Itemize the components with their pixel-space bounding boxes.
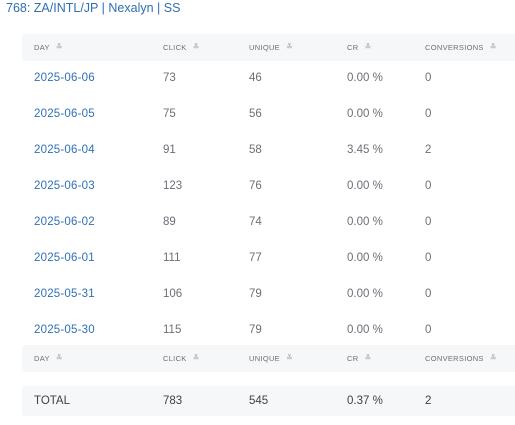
- conversions-value: 0: [425, 108, 432, 120]
- table-row: 2025-06-05 75 56 0.00 % 0: [22, 97, 515, 133]
- cr-value: 0.00 %: [347, 180, 383, 192]
- day-link[interactable]: 2025-05-31: [34, 288, 95, 300]
- conversions-value: 0: [425, 216, 432, 228]
- day-link[interactable]: 2025-06-03: [34, 180, 95, 192]
- column-header-day[interactable]: DAY ≚: [34, 353, 63, 364]
- conversions-value: 2: [425, 144, 432, 156]
- click-value: 89: [163, 216, 176, 228]
- day-link[interactable]: 2025-06-06: [34, 72, 95, 84]
- cr-value: 0.00 %: [347, 108, 383, 120]
- cr-value: 0.00 %: [347, 252, 383, 264]
- table-row: 2025-06-03 123 76 0.00 % 0: [22, 169, 515, 205]
- stats-table: DAY ≚ CLICK ≚ UNIQUE ≚ CR ≚ CONVERSIONS ≚ 202…: [22, 34, 515, 372]
- chevrons-down-icon[interactable]: ≚: [55, 353, 63, 363]
- column-header-cr[interactable]: CR ≚: [347, 353, 372, 364]
- conversions-value: 0: [425, 324, 432, 336]
- column-header-click[interactable]: CLICK ≚: [163, 42, 200, 53]
- day-link[interactable]: 2025-05-30: [34, 324, 95, 336]
- cr-value: 0.00 %: [347, 216, 383, 228]
- table-row: 2025-05-31 106 79 0.00 % 0: [22, 277, 515, 313]
- day-link[interactable]: 2025-06-02: [34, 216, 95, 228]
- campaign-id: 768: ZA/INTL/JP: [6, 1, 99, 15]
- day-link[interactable]: 2025-06-05: [34, 108, 95, 120]
- day-link[interactable]: 2025-06-01: [34, 252, 95, 264]
- chevrons-down-icon[interactable]: ≚: [364, 42, 372, 52]
- conversions-value: 0: [425, 72, 432, 84]
- conversions-value: 0: [425, 180, 432, 192]
- table-row: 2025-05-30 115 79 0.00 % 0: [22, 313, 515, 349]
- click-value: 75: [163, 108, 176, 120]
- title-separator: |: [101, 1, 105, 15]
- chevrons-down-icon[interactable]: ≚: [192, 353, 200, 363]
- conversions-value: 0: [425, 252, 432, 264]
- click-value: 123: [163, 180, 183, 192]
- click-value: 115: [163, 324, 182, 336]
- total-click: 783: [163, 395, 183, 407]
- table-row: 2025-06-04 91 58 3.45 % 2: [22, 133, 515, 169]
- page-title: 768: ZA/INTL/JP | Nexalyn | SS: [6, 1, 180, 15]
- table-row: 2025-06-01 111 77 0.00 % 0: [22, 241, 515, 277]
- table-header: DAY ≚ CLICK ≚ UNIQUE ≚ CR ≚ CONVERSIONS ≚: [22, 34, 515, 61]
- cr-value: 0.00 %: [347, 72, 383, 84]
- table-row: 2025-06-02 89 74 0.00 % 0: [22, 205, 515, 241]
- total-label: TOTAL: [34, 395, 70, 407]
- total-conversions: 2: [425, 395, 432, 407]
- table-footer-header: DAY ≚ CLICK ≚ UNIQUE ≚ CR ≚ CONVERSIONS ≚: [22, 345, 515, 372]
- totals-row: TOTAL 783 545 0.37 % 2: [22, 386, 515, 416]
- column-header-conversions[interactable]: CONVERSIONS ≚: [425, 42, 497, 53]
- unique-value: 56: [249, 108, 262, 120]
- column-header-conversions[interactable]: CONVERSIONS ≚: [425, 353, 497, 364]
- unique-value: 76: [249, 180, 262, 192]
- column-header-cr[interactable]: CR ≚: [347, 42, 372, 53]
- cr-value: 0.00 %: [347, 288, 383, 300]
- column-header-unique[interactable]: UNIQUE ≚: [249, 353, 293, 364]
- table-row: 2025-06-06 73 46 0.00 % 0: [22, 61, 515, 97]
- click-value: 111: [163, 252, 181, 264]
- unique-value: 77: [249, 252, 262, 264]
- title-separator: |: [157, 1, 161, 15]
- cr-value: 0.00 %: [347, 324, 383, 336]
- unique-value: 58: [249, 144, 262, 156]
- column-header-day[interactable]: DAY ≚: [34, 42, 63, 53]
- chevrons-down-icon[interactable]: ≚: [489, 42, 497, 52]
- chevrons-down-icon[interactable]: ≚: [192, 42, 200, 52]
- cr-value: 3.45 %: [347, 144, 383, 156]
- unique-value: 46: [249, 72, 262, 84]
- chevrons-down-icon[interactable]: ≚: [489, 353, 497, 363]
- conversions-value: 0: [425, 288, 432, 300]
- total-unique: 545: [249, 395, 269, 407]
- chevrons-down-icon[interactable]: ≚: [285, 42, 293, 52]
- day-link[interactable]: 2025-06-04: [34, 144, 95, 156]
- campaign-suffix: SS: [163, 1, 181, 15]
- unique-value: 79: [249, 288, 262, 300]
- chevrons-down-icon[interactable]: ≚: [364, 353, 372, 363]
- total-cr: 0.37 %: [347, 395, 383, 407]
- column-header-unique[interactable]: UNIQUE ≚: [249, 42, 293, 53]
- click-value: 106: [163, 288, 183, 300]
- unique-value: 74: [249, 216, 262, 228]
- unique-value: 79: [249, 324, 262, 336]
- click-value: 73: [163, 72, 176, 84]
- chevrons-down-icon[interactable]: ≚: [285, 353, 293, 363]
- campaign-name: Nexalyn: [108, 1, 154, 15]
- column-header-click[interactable]: CLICK ≚: [163, 353, 200, 364]
- chevrons-down-icon[interactable]: ≚: [55, 42, 63, 52]
- click-value: 91: [163, 144, 176, 156]
